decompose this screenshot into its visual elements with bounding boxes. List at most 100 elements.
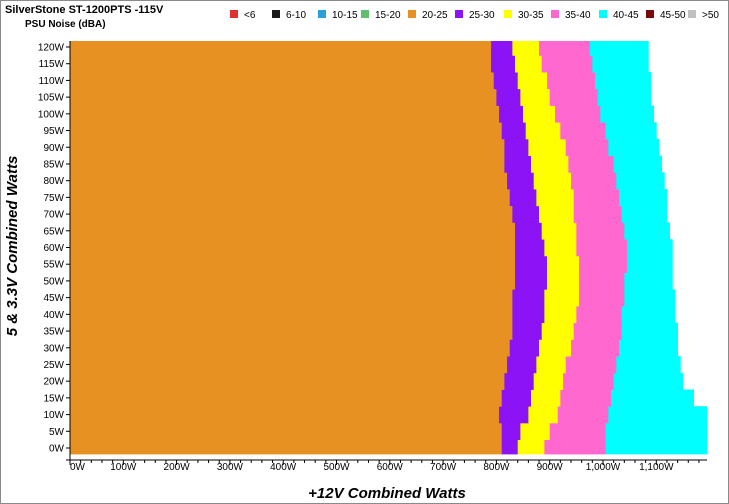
heat-cell-100w-40-45 bbox=[600, 105, 655, 123]
heat-cell-95w-25-30 bbox=[501, 122, 527, 140]
heat-cell-90w-20-25 bbox=[70, 138, 505, 157]
legend-label-3: 15-20 bbox=[375, 10, 401, 21]
heat-cell-85w-40-45 bbox=[613, 155, 663, 173]
x-tick-label: 1,100W bbox=[639, 462, 674, 473]
heat-cell-55w-40-45 bbox=[626, 255, 673, 273]
heat-cell-5w-25-30 bbox=[501, 422, 521, 441]
heat-cell-65w-35-40 bbox=[576, 222, 625, 240]
y-tick-label: 15W bbox=[43, 393, 64, 404]
y-tick-label: 35W bbox=[43, 327, 64, 338]
heat-cell-30w-25-30 bbox=[509, 339, 540, 357]
legend-swatch-8 bbox=[599, 10, 607, 18]
x-axis-ticks: 0W 100W 200W 300W 400W 500W 600W 700W 800W 900W 1,… bbox=[69, 460, 700, 473]
heat-cell-40w-35-40 bbox=[576, 305, 623, 324]
heat-cell-115w-20-25 bbox=[70, 55, 492, 73]
heat-cell-105w-40-45 bbox=[597, 88, 652, 106]
chart-title: SilverStone ST-1200PTS -115V bbox=[5, 4, 164, 16]
y-tick-label: 80W bbox=[43, 176, 64, 187]
heat-cell-20w-30-35 bbox=[533, 372, 564, 390]
heat-cell-10w-35-40 bbox=[557, 406, 609, 424]
heat-cell-5w-20-25 bbox=[70, 422, 503, 441]
heat-cell-45w-30-35 bbox=[544, 289, 580, 307]
x-axis-title: +12V Combined Watts bbox=[308, 485, 466, 502]
y-tick-label: 45W bbox=[43, 293, 64, 304]
chart-subtitle: PSU Noise (dBA) bbox=[25, 19, 106, 30]
legend-swatch-7 bbox=[551, 10, 559, 18]
heat-cell-85w-35-40 bbox=[568, 155, 615, 173]
axes bbox=[66, 41, 707, 461]
heat-cell-40w-25-30 bbox=[512, 305, 545, 324]
heat-cell-85w-20-25 bbox=[70, 155, 505, 173]
x-tick-label: 200W bbox=[164, 462, 191, 473]
heat-cell-90w-25-30 bbox=[504, 138, 529, 157]
heat-cell-105w-20-25 bbox=[70, 88, 497, 106]
heat-cell-105w-30-35 bbox=[520, 88, 551, 106]
y-axis-ticks: 120W 115W 110W 105W 100W 95W 90W 85W 80W 75W 70W 65… bbox=[38, 43, 70, 455]
heat-cell-65w-20-25 bbox=[70, 222, 516, 240]
heat-cell-15w-35-40 bbox=[560, 389, 612, 407]
heat-cell-30w-20-25 bbox=[70, 339, 511, 357]
heat-cell-120w-25-30 bbox=[491, 41, 513, 56]
heat-cell-115w-35-40 bbox=[541, 55, 593, 73]
heat-cell-45w-25-30 bbox=[512, 289, 545, 307]
heat-cell-10w-30-35 bbox=[528, 406, 559, 424]
heat-cell-65w-40-45 bbox=[624, 222, 671, 240]
heat-cell-40w-30-35 bbox=[544, 305, 577, 324]
x-tick-label: 600W bbox=[377, 462, 404, 473]
heat-cell-50w-35-40 bbox=[579, 272, 625, 290]
heat-cell-90w-35-40 bbox=[565, 138, 609, 157]
y-tick-label: 90W bbox=[43, 143, 64, 154]
heat-cell-110w-40-45 bbox=[595, 72, 652, 90]
y-tick-label: 110W bbox=[39, 76, 65, 87]
heat-cell-0w-40-45 bbox=[605, 439, 708, 455]
heat-cell-115w-40-45 bbox=[592, 55, 649, 73]
heat-cell-25w-25-30 bbox=[507, 356, 537, 374]
legend-label-8: 40-45 bbox=[613, 10, 639, 21]
heat-cell-50w-20-25 bbox=[70, 272, 516, 290]
legend-label-10: >50 bbox=[702, 10, 719, 21]
y-tick-label: 55W bbox=[43, 260, 64, 271]
heat-cell-95w-20-25 bbox=[70, 122, 503, 140]
legend-swatch-4 bbox=[408, 10, 416, 18]
heat-cell-70w-30-35 bbox=[539, 205, 575, 223]
legend-swatch-2 bbox=[318, 10, 326, 18]
heat-cell-25w-35-40 bbox=[565, 356, 617, 374]
heat-cell-60w-20-25 bbox=[70, 239, 516, 257]
x-tick-label: 300W bbox=[217, 462, 244, 473]
heat-cell-100w-30-35 bbox=[523, 105, 556, 123]
x-tick-label: 500W bbox=[323, 462, 350, 473]
y-tick-label: 85W bbox=[43, 159, 64, 170]
heat-cell-55w-20-25 bbox=[70, 255, 516, 273]
y-tick-label: 115W bbox=[39, 59, 65, 70]
heat-cell-5w-40-45 bbox=[605, 422, 708, 441]
y-axis-title: 5 & 3.3V Combined Watts bbox=[4, 156, 21, 337]
heat-cell-75w-30-35 bbox=[536, 189, 575, 207]
heat-cell-115w-25-30 bbox=[491, 55, 516, 73]
legend-swatch-3 bbox=[361, 10, 369, 18]
heat-cell-95w-30-35 bbox=[525, 122, 561, 140]
heat-cell-10w-20-25 bbox=[70, 406, 500, 424]
heat-cell-20w-40-45 bbox=[613, 372, 684, 390]
y-tick-label: 120W bbox=[38, 43, 65, 54]
heat-cell-25w-40-45 bbox=[616, 356, 681, 374]
heat-cell-75w-35-40 bbox=[573, 189, 620, 207]
heat-cell-70w-40-45 bbox=[621, 205, 668, 223]
y-tick-label: 60W bbox=[43, 243, 64, 254]
heat-cell-110w-20-25 bbox=[70, 72, 495, 90]
heat-cell-5w-30-35 bbox=[520, 422, 551, 441]
legend-label-5: 25-30 bbox=[469, 10, 495, 21]
y-tick-label: 95W bbox=[43, 126, 64, 137]
heat-cell-80w-40-45 bbox=[616, 172, 665, 190]
x-tick-label: 700W bbox=[430, 462, 457, 473]
heat-cell-100w-20-25 bbox=[70, 105, 500, 123]
legend-swatch-5 bbox=[455, 10, 463, 18]
heat-cell-55w-35-40 bbox=[579, 255, 628, 273]
heat-cell-100w-25-30 bbox=[499, 105, 524, 123]
heat-cell-45w-20-25 bbox=[70, 289, 513, 307]
heat-cell-55w-25-30 bbox=[515, 255, 548, 273]
legend: <6 6-10 10-15 15-20 20-25 25-30 30-35 35-40 40-4… bbox=[230, 10, 719, 21]
heat-cell-75w-40-45 bbox=[618, 189, 668, 207]
heat-cell-40w-20-25 bbox=[70, 305, 513, 324]
heat-cell-30w-40-45 bbox=[618, 339, 679, 357]
